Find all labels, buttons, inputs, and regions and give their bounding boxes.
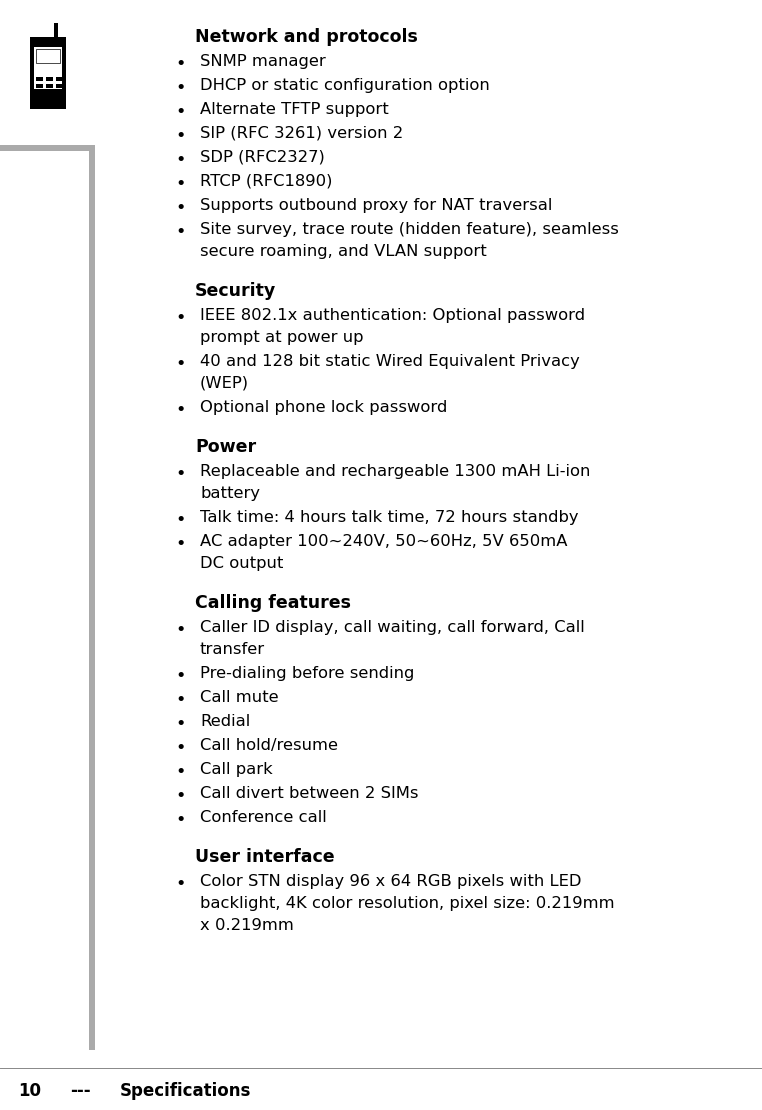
Text: •: • [175, 199, 185, 216]
Text: Security: Security [195, 282, 277, 300]
Text: •: • [175, 103, 185, 121]
Bar [36, 84, 43, 88]
Text: secure roaming, and VLAN support: secure roaming, and VLAN support [200, 244, 487, 259]
Text: Power: Power [195, 438, 256, 456]
Bar [56, 98, 62, 102]
Text: •: • [175, 763, 185, 781]
Text: Talk time: 4 hours talk time, 72 hours standby: Talk time: 4 hours talk time, 72 hours s… [200, 509, 578, 525]
Text: •: • [175, 811, 185, 829]
Text: •: • [175, 692, 185, 709]
Text: battery: battery [200, 486, 260, 501]
Text: Caller ID display, call waiting, call forward, Call: Caller ID display, call waiting, call fo… [200, 620, 584, 635]
Text: •: • [175, 56, 185, 73]
Text: backlight, 4K color resolution, pixel size: 0.219mm: backlight, 4K color resolution, pixel si… [200, 896, 615, 911]
Text: DHCP or static configuration option: DHCP or static configuration option [200, 78, 490, 93]
Text: User interface: User interface [195, 848, 335, 866]
Bar [56, 91, 62, 95]
Text: •: • [175, 151, 185, 169]
Text: Call hold/resume: Call hold/resume [200, 738, 338, 753]
Text: Alternate TFTP support: Alternate TFTP support [200, 102, 389, 117]
Bar [36, 49, 59, 63]
Text: DC output: DC output [200, 556, 283, 571]
Text: •: • [175, 715, 185, 733]
Bar [36, 91, 43, 95]
Text: AC adapter 100~240V, 50~60Hz, 5V 650mA: AC adapter 100~240V, 50~60Hz, 5V 650mA [200, 534, 568, 549]
Text: ---: --- [70, 1082, 91, 1100]
Text: •: • [175, 127, 185, 145]
Text: Optional phone lock password: Optional phone lock password [200, 400, 447, 415]
Text: •: • [175, 355, 185, 373]
Text: •: • [175, 620, 185, 639]
Bar [36, 77, 43, 81]
Text: (WEP): (WEP) [200, 376, 249, 391]
Text: 10: 10 [18, 1082, 41, 1100]
Bar [89, 151, 95, 1050]
Bar [56, 77, 62, 81]
Text: x 0.219mm: x 0.219mm [200, 918, 294, 934]
Text: •: • [175, 465, 185, 483]
Text: •: • [175, 875, 185, 894]
Bar [46, 77, 53, 81]
Text: Call divert between 2 SIMs: Call divert between 2 SIMs [200, 786, 418, 801]
Bar [0, 145, 95, 151]
Text: •: • [175, 401, 185, 418]
Bar [30, 37, 66, 109]
Text: •: • [175, 511, 185, 529]
Bar [56, 84, 62, 88]
Text: SIP (RFC 3261) version 2: SIP (RFC 3261) version 2 [200, 127, 403, 141]
Text: Pre-dialing before sending: Pre-dialing before sending [200, 666, 415, 682]
Text: Call park: Call park [200, 761, 273, 777]
Bar [36, 98, 43, 102]
Text: •: • [175, 667, 185, 685]
Text: IEEE 802.1x authentication: Optional password: IEEE 802.1x authentication: Optional pas… [200, 307, 585, 323]
Text: SNMP manager: SNMP manager [200, 54, 325, 69]
Text: Replaceable and rechargeable 1300 mAH Li-ion: Replaceable and rechargeable 1300 mAH Li… [200, 464, 591, 480]
Text: transfer: transfer [200, 642, 265, 657]
Text: •: • [175, 175, 185, 193]
Text: •: • [175, 223, 185, 241]
Text: 40 and 128 bit static Wired Equivalent Privacy: 40 and 128 bit static Wired Equivalent P… [200, 354, 580, 369]
Text: •: • [175, 309, 185, 327]
Bar [46, 98, 53, 102]
Text: Specifications: Specifications [120, 1082, 251, 1100]
Bar [0, 6, 95, 145]
Text: •: • [175, 787, 185, 805]
Text: Calling features: Calling features [195, 594, 351, 612]
Text: Call mute: Call mute [200, 690, 279, 705]
Text: Supports outbound proxy for NAT traversal: Supports outbound proxy for NAT traversa… [200, 198, 552, 213]
Bar [53, 23, 57, 41]
Text: •: • [175, 79, 185, 97]
Text: RTCP (RFC1890): RTCP (RFC1890) [200, 174, 332, 189]
Bar [46, 84, 53, 88]
Text: Network and protocols: Network and protocols [195, 28, 418, 46]
Text: Conference call: Conference call [200, 810, 327, 825]
Bar [46, 91, 53, 95]
Text: prompt at power up: prompt at power up [200, 330, 363, 345]
Text: •: • [175, 739, 185, 757]
Text: Site survey, trace route (hidden feature), seamless: Site survey, trace route (hidden feature… [200, 222, 619, 238]
Text: Color STN display 96 x 64 RGB pixels with LED: Color STN display 96 x 64 RGB pixels wit… [200, 874, 581, 889]
Text: Redial: Redial [200, 714, 250, 729]
Bar [34, 47, 62, 89]
Text: SDP (RFC2327): SDP (RFC2327) [200, 150, 325, 165]
Text: •: • [175, 535, 185, 553]
